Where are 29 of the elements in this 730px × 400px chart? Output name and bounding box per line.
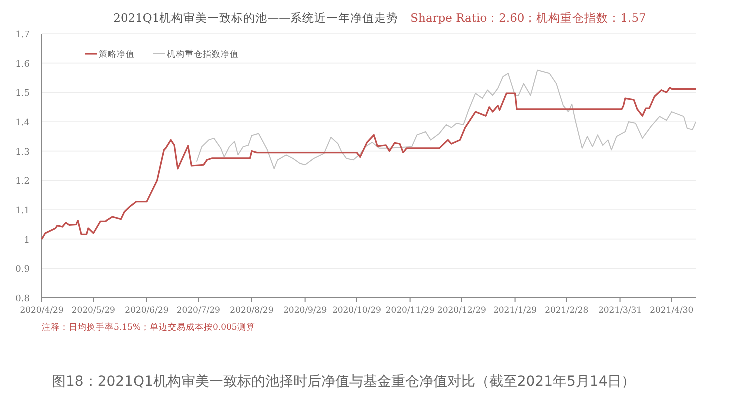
y-tick-label: 1.6 <box>16 60 30 70</box>
y-tick-label: 1.4 <box>16 118 30 128</box>
y-tick-label: 1.2 <box>16 177 30 188</box>
x-tick-label: 2020/8/29 <box>230 306 274 316</box>
x-tick-label: 2020/6/29 <box>125 306 169 316</box>
x-tick-label: 2021/3/31 <box>598 306 642 316</box>
y-tick-label: 1.5 <box>16 89 30 100</box>
y-tick-label: 1.1 <box>16 206 30 216</box>
x-tick-label: 2020/5/29 <box>72 306 116 316</box>
x-tick-label: 2020/4/29 <box>20 306 64 316</box>
x-tick-label: 2021/1/29 <box>493 306 538 316</box>
text: 注释：日均换手率5.15%；单边交易成本按0.005测算 <box>42 322 256 333</box>
x-tick-label: 2020/10/29 <box>332 306 382 316</box>
chart-title: 2021Q1机构审美一致标的池——系统近一年净值走势 <box>114 11 399 25</box>
y-tick-label: 1.3 <box>16 148 30 158</box>
x-tick-label: 2020/9/29 <box>284 306 328 316</box>
x-tick-label: 2020/7/29 <box>176 306 220 316</box>
y-tick-label: 0.8 <box>16 294 30 304</box>
legend-label: 策略净值 <box>99 49 135 60</box>
y-tick-label: 0.9 <box>16 265 30 276</box>
caption: 图18：2021Q1机构审美一致标的池择时后净值与基金重仓净值对比（截至2021年5月14日） <box>52 374 636 390</box>
x-tick-label: 2021/4/30 <box>650 306 694 316</box>
chart-subtitle: Sharpe Ratio：2.60；机构重仓指数：1.57 <box>410 11 646 25</box>
x-tick-label: 2020/12/29 <box>437 306 486 316</box>
x-tick-label: 2021/2/28 <box>545 306 589 316</box>
legend-label: 机构重仓指数净值 <box>167 49 239 60</box>
x-tick-label: 2020/11/29 <box>386 306 435 316</box>
y-tick-label: 1 <box>24 236 30 246</box>
y-tick-label: 1.7 <box>16 30 30 40</box>
